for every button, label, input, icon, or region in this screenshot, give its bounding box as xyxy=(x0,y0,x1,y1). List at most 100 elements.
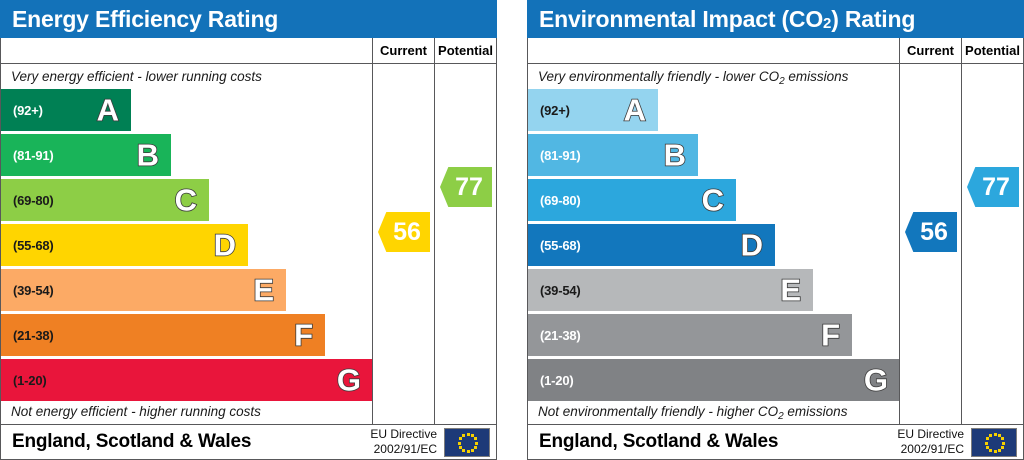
band-range-a: (92+) xyxy=(13,102,43,118)
epc-chart-environmental-impact: Environmental Impact (CO 2) Rating Current… xyxy=(527,0,1024,460)
eu-flag-star-11 xyxy=(986,437,990,441)
caption-bottom-suffix: emissions xyxy=(783,403,848,419)
band-range-e: (39-54) xyxy=(540,282,581,298)
chart-title-bar-environmental-impact: Environmental Impact (CO 2) Rating xyxy=(527,0,1024,38)
potential-rating-column-energy-efficiency: 77 xyxy=(434,64,496,424)
eu-flag-star-8 xyxy=(989,448,993,452)
caption-bottom-subscript: 2 xyxy=(778,410,784,422)
eu-flag-star-10 xyxy=(985,441,988,445)
eu-flag-star-6 xyxy=(997,448,1001,452)
eu-flag-star-7 xyxy=(993,450,997,453)
column-header-spacer xyxy=(1,38,372,63)
band-c-environmental-impact: (69-80) C xyxy=(528,179,736,222)
eu-flag-star-7 xyxy=(466,450,470,453)
eu-flag-star-4 xyxy=(475,441,478,445)
band-letter-e: E xyxy=(253,272,275,308)
band-letter-a: A xyxy=(96,92,120,128)
footer-directive-line2: 2002/91/EC xyxy=(373,442,437,456)
band-range-g: (1-20) xyxy=(13,372,47,388)
caption-top-suffix: emissions xyxy=(784,69,849,84)
band-letter-b: B xyxy=(663,137,687,173)
chart-plot-area-energy-efficiency: Very energy efficient - lower running co… xyxy=(1,64,496,424)
eu-flag-icon xyxy=(971,427,1017,457)
band-e-environmental-impact: (39-54) E xyxy=(528,269,813,312)
eu-flag-star-5 xyxy=(473,445,477,449)
footer-flag-environmental-impact xyxy=(969,425,1023,459)
eu-flag-star-11 xyxy=(459,437,463,441)
caption-bottom-text: Not energy efficient - higher running co… xyxy=(11,403,261,419)
band-e-energy-efficiency: (39-54) E xyxy=(1,269,286,312)
chart-title-subscript-environmental-impact: 2 xyxy=(823,14,832,32)
band-f-environmental-impact: (21-38) F xyxy=(528,314,852,357)
eu-flag-star-2 xyxy=(997,434,1001,438)
epc-chart-energy-efficiency: Energy Efficiency Rating Current Potential… xyxy=(0,0,497,460)
current-rating-column-energy-efficiency: 56 xyxy=(372,64,434,424)
band-a-energy-efficiency: (92+) A xyxy=(1,89,131,132)
band-letter-a: A xyxy=(623,92,647,128)
band-letter-b: B xyxy=(136,137,160,173)
current-rating-column-environmental-impact: 56 xyxy=(899,64,961,424)
caption-top-text: Very environmentally friendly - lower CO xyxy=(538,69,780,84)
band-g-energy-efficiency: (1-20) G xyxy=(1,359,373,402)
eu-flag-star-3 xyxy=(1000,437,1004,441)
column-headers-energy-efficiency: Current Potential xyxy=(1,38,496,64)
band-c-energy-efficiency: (69-80) C xyxy=(1,179,209,222)
eu-flag-star-9 xyxy=(986,445,990,449)
column-header-current: Current xyxy=(372,38,434,63)
band-b-energy-efficiency: (81-91) B xyxy=(1,134,171,177)
column-header-current: Current xyxy=(899,38,961,63)
band-range-f: (21-38) xyxy=(540,327,581,343)
eu-flag-star-8 xyxy=(462,448,466,452)
bands-column-environmental-impact: Very environmentally friendly - lower CO… xyxy=(528,64,900,424)
chart-body-energy-efficiency: Current Potential Very energy efficient - … xyxy=(0,38,497,425)
footer-region-energy-efficiency: England, Scotland & Wales xyxy=(12,431,252,452)
footer-region-environmental-impact: England, Scotland & Wales xyxy=(539,431,779,452)
eu-flag-star-1 xyxy=(466,433,470,436)
column-header-potential: Potential xyxy=(961,38,1023,63)
caption-top-energy-efficiency: Very energy efficient - lower running co… xyxy=(1,64,372,89)
current-rating-arrow-energy-efficiency: 56 xyxy=(378,212,430,252)
caption-top-text: Very energy efficient - lower running co… xyxy=(11,69,262,84)
column-header-potential: Potential xyxy=(434,38,496,63)
chart-title-bar-energy-efficiency: Energy Efficiency Rating xyxy=(0,0,497,38)
chart-footer-energy-efficiency: England, Scotland & Wales EU Directive 200… xyxy=(0,425,497,460)
chart-plot-area-environmental-impact: Very environmentally friendly - lower CO… xyxy=(528,64,1023,424)
band-d-energy-efficiency: (55-68) D xyxy=(1,224,248,267)
eu-flag-star-12 xyxy=(462,434,466,438)
bands-column-energy-efficiency: Very energy efficient - lower running co… xyxy=(1,64,373,424)
footer-directive-line1: EU Directive xyxy=(370,427,437,442)
potential-rating-arrow-environmental-impact: 77 xyxy=(967,167,1019,207)
band-letter-e: E xyxy=(780,272,802,308)
band-range-a: (92+) xyxy=(540,102,570,118)
current-rating-arrow-environmental-impact: 56 xyxy=(905,212,957,252)
band-range-b: (81-91) xyxy=(13,147,54,163)
band-b-environmental-impact: (81-91) B xyxy=(528,134,698,177)
eu-flag-star-9 xyxy=(459,445,463,449)
band-d-environmental-impact: (55-68) D xyxy=(528,224,775,267)
column-header-spacer xyxy=(528,38,899,63)
potential-rating-column-environmental-impact: 77 xyxy=(961,64,1023,424)
eu-flag-star-5 xyxy=(1000,445,1004,449)
eu-flag-star-12 xyxy=(989,434,993,438)
band-range-d: (55-68) xyxy=(540,237,581,253)
eu-flag-star-2 xyxy=(470,434,474,438)
band-range-b: (81-91) xyxy=(540,147,581,163)
caption-bottom-energy-efficiency: Not energy efficient - higher running co… xyxy=(1,398,372,424)
eu-flag-star-6 xyxy=(470,448,474,452)
band-letter-d: D xyxy=(213,227,237,263)
band-letter-d: D xyxy=(740,227,764,263)
band-range-c: (69-80) xyxy=(13,192,54,208)
caption-bottom-text: Not environmentally friendly - higher CO xyxy=(538,403,779,419)
eu-flag-star-10 xyxy=(458,441,461,445)
eu-flag-icon xyxy=(444,427,490,457)
bands-energy-efficiency: (92+) A (81-91) B (69-80) C (55-68) D (39-54) E (2… xyxy=(1,89,373,402)
chart-title-suffix-environmental-impact: ) Rating xyxy=(831,5,916,32)
eu-flag-star-4 xyxy=(1002,441,1005,445)
chart-title-environmental-impact: Environmental Impact (CO xyxy=(539,5,824,32)
eu-flag-star-3 xyxy=(473,437,477,441)
footer-directive-energy-efficiency: EU Directive 2002/91/EC xyxy=(355,425,442,459)
band-letter-f: F xyxy=(820,317,841,353)
bands-environmental-impact: (92+) A (81-91) B (69-80) C (55-68) D (39-54) E (2… xyxy=(528,89,900,402)
footer-flag-energy-efficiency xyxy=(442,425,496,459)
chart-body-environmental-impact: Current Potential Very environmentally fri… xyxy=(527,38,1024,425)
